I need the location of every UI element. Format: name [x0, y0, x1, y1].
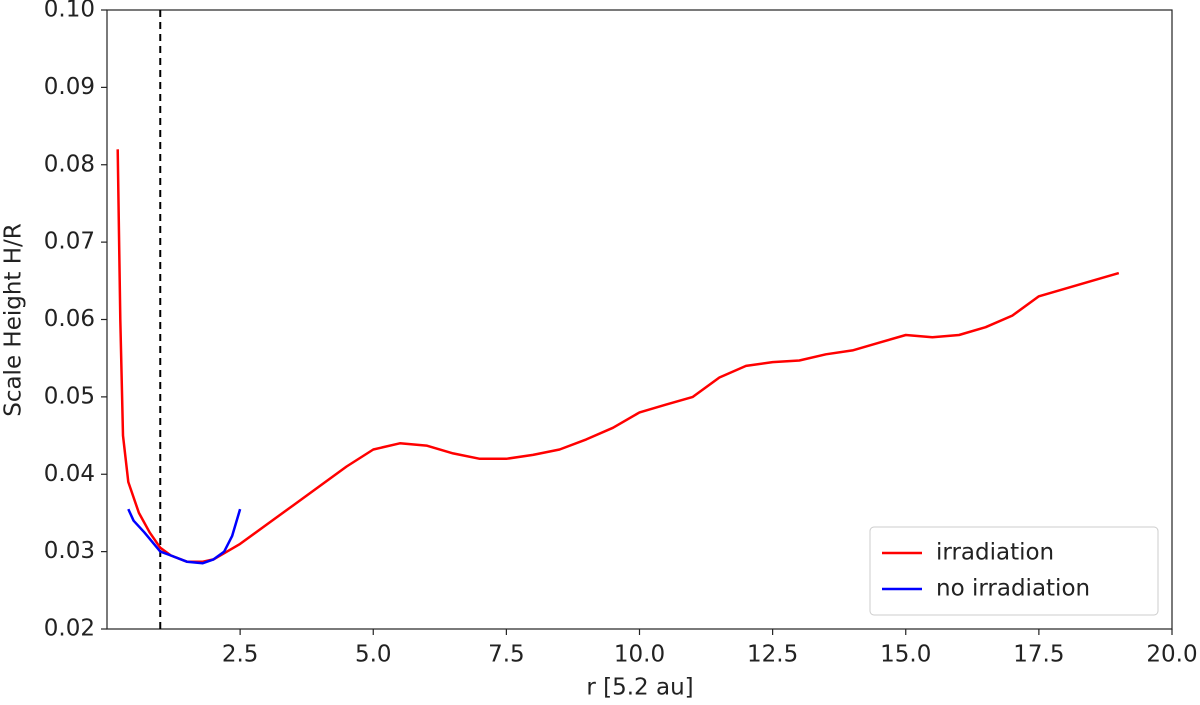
- data-line: [127, 508, 242, 565]
- legend-box: [869, 526, 1159, 616]
- x-tick-label: 5.0: [355, 642, 392, 668]
- y-axis-label: Scale Height H/R: [1, 223, 27, 417]
- y-tick-label: 0.09: [44, 74, 95, 100]
- x-tick-label: 12.5: [747, 642, 798, 668]
- y-tick-label: 0.10: [44, 0, 95, 23]
- y-tick-label: 0.08: [44, 151, 95, 177]
- x-tick-label: 7.5: [488, 642, 525, 668]
- legend: irradiation no irradiation: [869, 526, 1159, 616]
- y-tick-label: 0.06: [44, 306, 95, 332]
- y-tick-label: 0.02: [44, 616, 95, 642]
- legend-label: no irradiation: [936, 576, 1090, 602]
- legend-label: irradiation: [936, 540, 1054, 566]
- y-tick-label: 0.03: [44, 538, 95, 564]
- x-tick-label: 10.0: [614, 642, 665, 668]
- y-tick-label: 0.07: [44, 229, 95, 255]
- y-tick-label: 0.05: [44, 383, 95, 409]
- plot-frame: [106, 9, 1173, 630]
- x-tick-label: 2.5: [222, 642, 259, 668]
- data-line: [116, 149, 1120, 563]
- x-tick-label: 20.0: [1146, 642, 1197, 668]
- x-tick-label: 17.5: [1013, 642, 1064, 668]
- x-tick-label: 15.0: [880, 642, 931, 668]
- y-tick-label: 0.04: [44, 461, 95, 487]
- x-axis-label: r [5.2 au]: [586, 675, 693, 701]
